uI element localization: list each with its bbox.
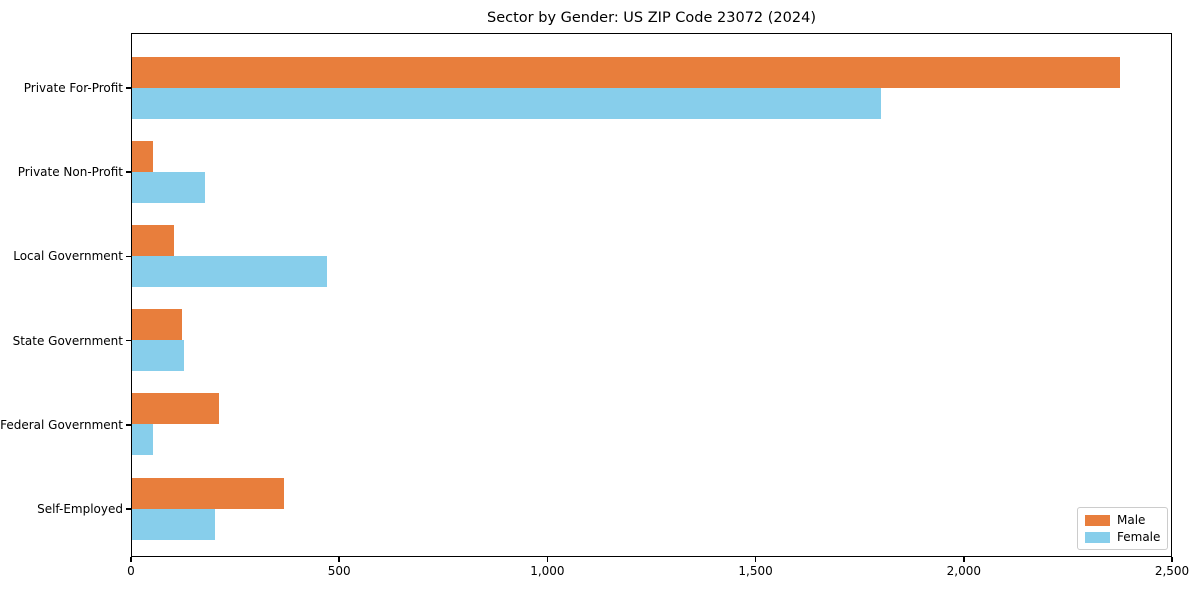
x-axis-tick [754, 557, 757, 562]
plot-area [131, 33, 1172, 557]
x-axis-tick [130, 557, 132, 562]
legend-item-male: Male [1085, 514, 1160, 526]
y-tick-label-local-government: Local Government [13, 249, 123, 264]
x-axis-tick [546, 557, 549, 562]
x-tick-label-1000: 1,000 [530, 564, 565, 578]
x-tick-label-500: 500 [327, 564, 351, 578]
y-tick-label-federal-government: Federal Government [0, 417, 123, 432]
y-axis-tick [126, 508, 131, 510]
x-tick-label-2000: 2,000 [946, 564, 981, 578]
bar-male-self-employed [132, 477, 284, 509]
chart-title: Sector by Gender: US ZIP Code 23072 (202… [487, 10, 816, 26]
bar-female-private-for-profit [132, 87, 882, 119]
y-axis-tick [126, 171, 131, 173]
female-color-swatch [1085, 531, 1110, 543]
y-axis-tick [126, 424, 131, 426]
x-axis-tick [338, 557, 340, 562]
bar-female-state-government [132, 340, 184, 372]
legend-label-female: Female [1117, 530, 1161, 544]
y-axis-tick [126, 339, 131, 342]
bar-male-state-government [132, 309, 182, 341]
x-tick-label-0: 0 [127, 564, 135, 578]
y-tick-label-private-for-profit: Private For-Profit [23, 81, 123, 95]
y-tick-label-self-employed: Self-Employed [37, 502, 123, 516]
x-axis-tick [963, 557, 965, 562]
bar-male-local-government [132, 224, 174, 256]
x-tick-label-1500: 1,500 [738, 564, 773, 578]
y-axis-tick [126, 87, 131, 89]
bar-male-federal-government [132, 393, 220, 425]
bar-male-private-non-profit [132, 140, 153, 172]
y-axis-tick [126, 255, 131, 258]
bar-female-local-government [132, 255, 328, 287]
bar-male-private-for-profit [132, 56, 1121, 88]
x-tick-label-2500: 2,500 [1154, 564, 1190, 578]
male-color-swatch [1085, 514, 1110, 526]
x-axis-tick [1171, 557, 1173, 562]
bar-female-self-employed [132, 508, 216, 540]
legend-label-male: Male [1117, 513, 1146, 527]
legend: Male Female [1077, 507, 1168, 550]
y-tick-label-private-non-profit: Private Non-Profit [17, 165, 123, 180]
bar-female-private-non-profit [132, 171, 205, 203]
bar-female-federal-government [132, 424, 153, 456]
y-tick-label-state-government: State Government [12, 333, 123, 348]
legend-item-female: Female [1085, 531, 1160, 543]
